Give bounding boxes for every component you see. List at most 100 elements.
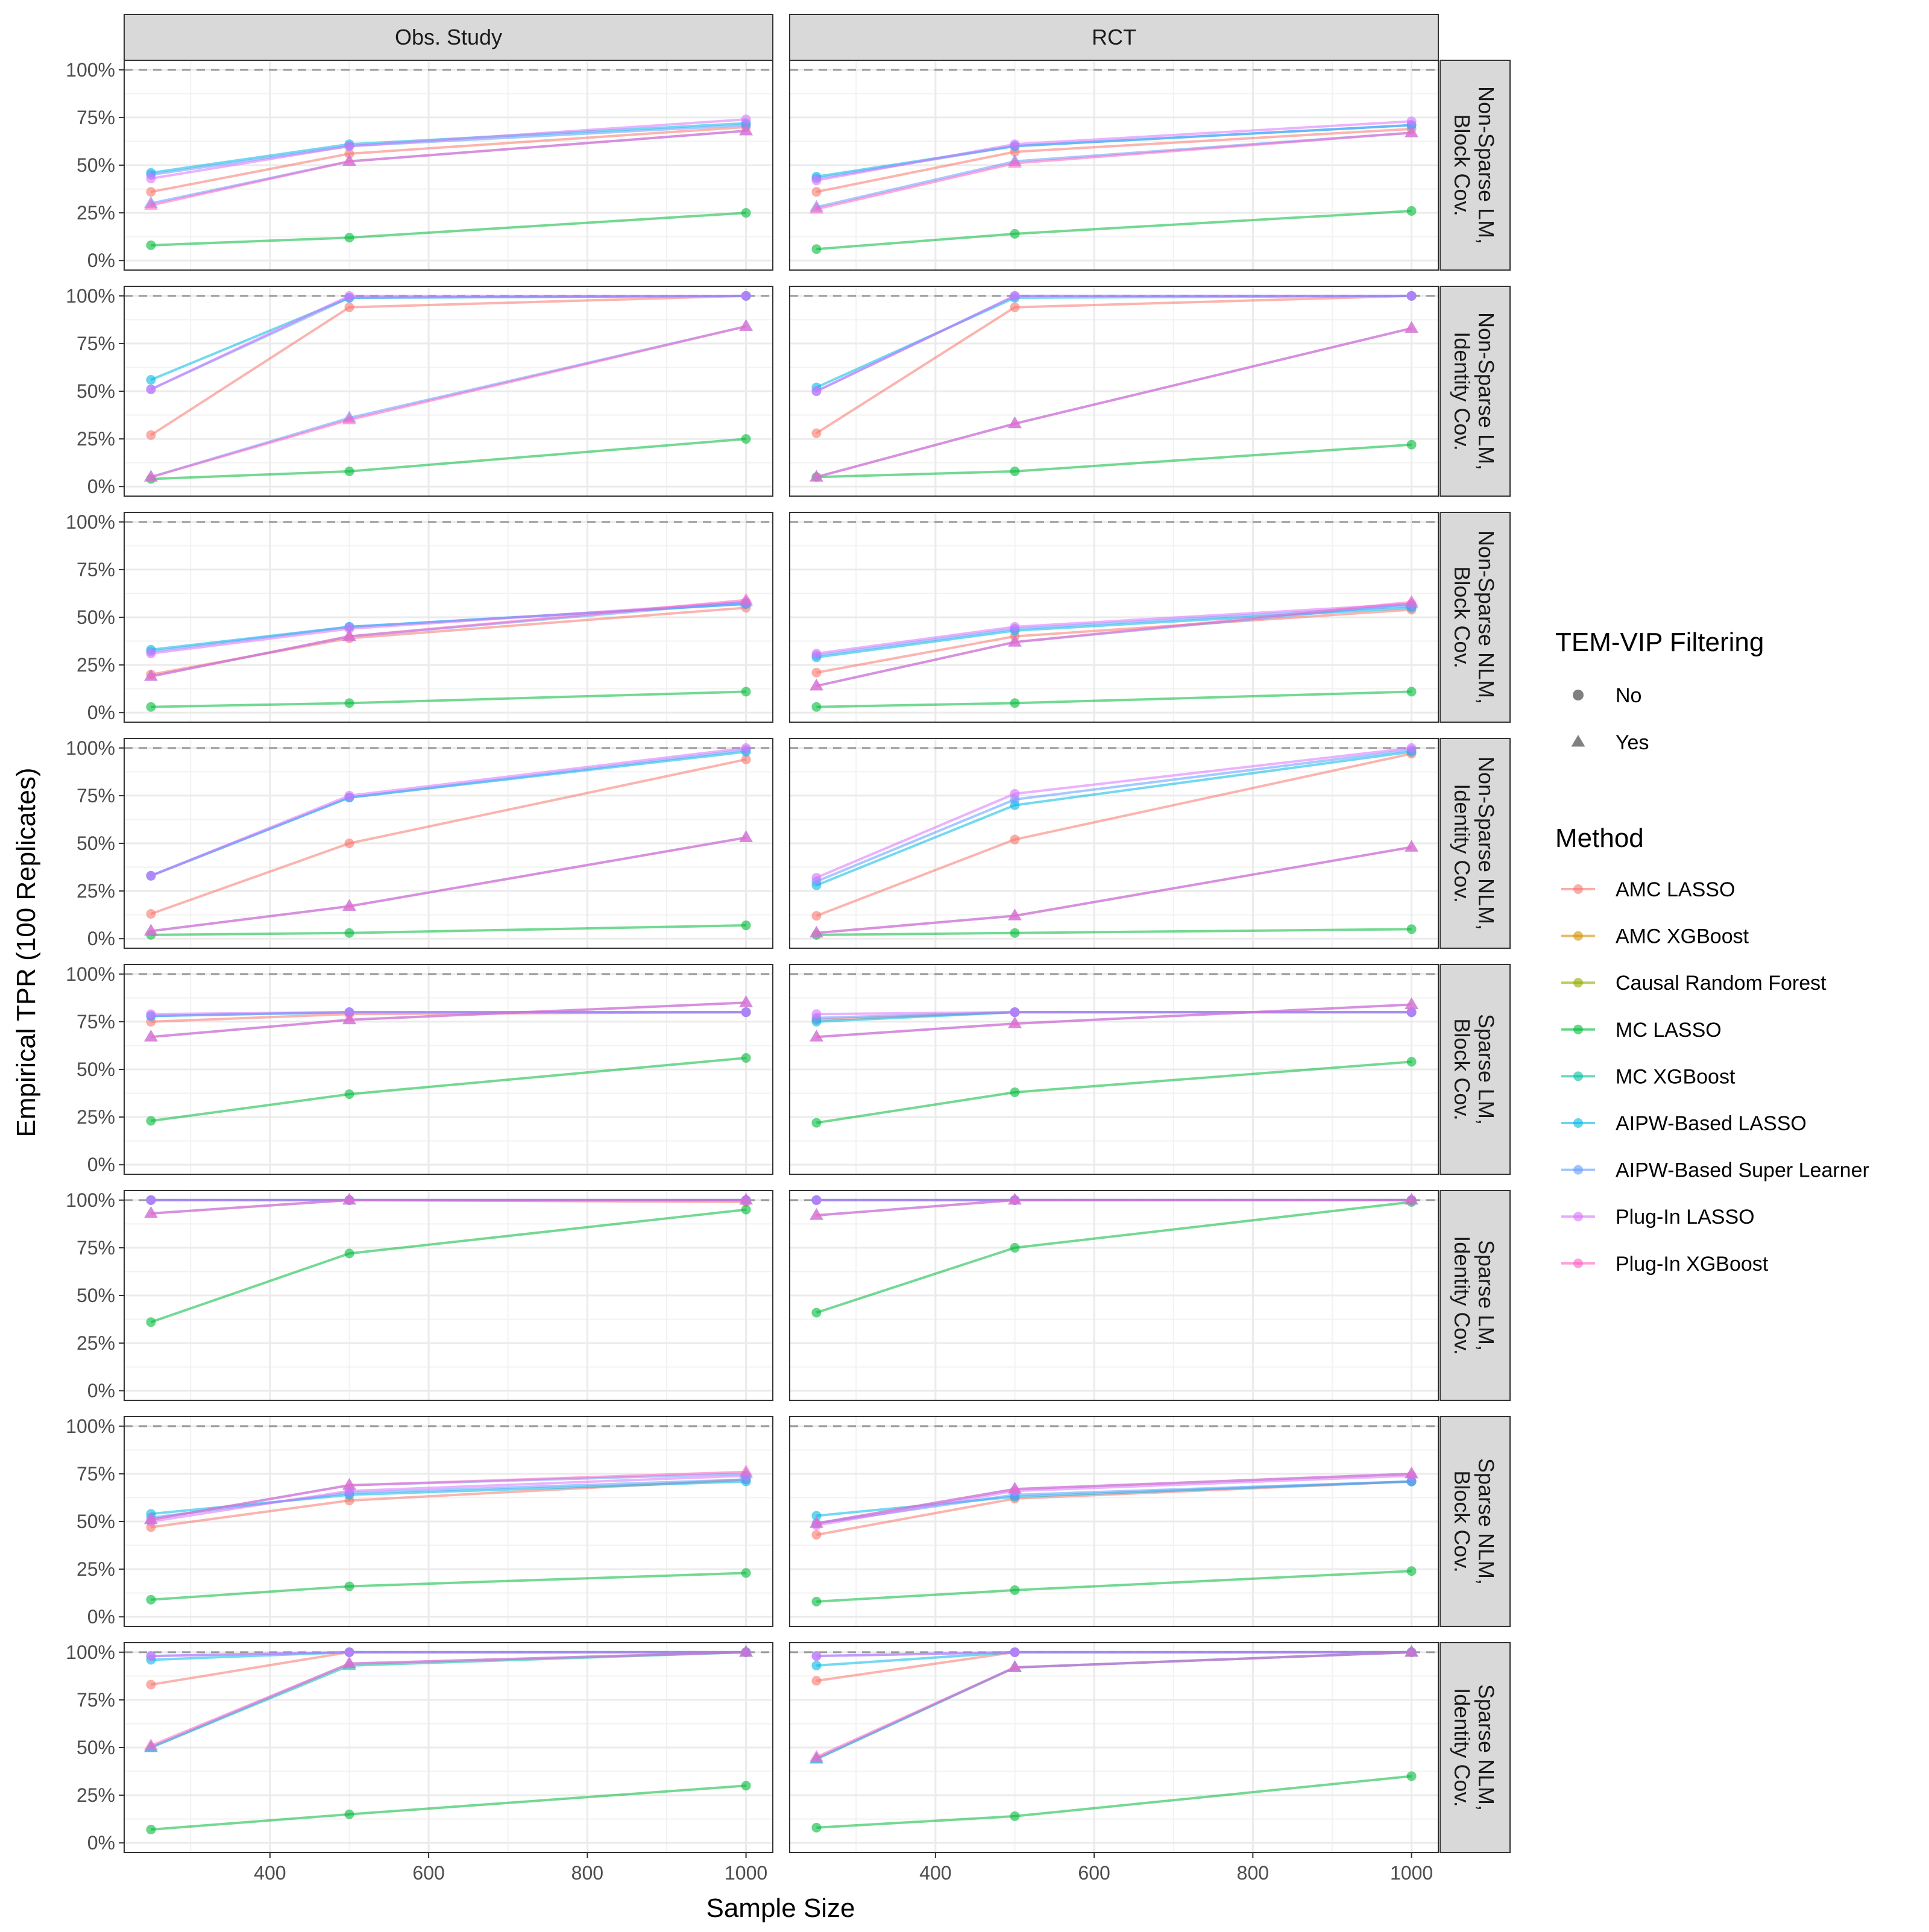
point-triangle-plugin_xgb [342,1656,356,1669]
point-circle-amc_lasso [811,187,822,197]
point-circle-mc_lasso [146,1594,156,1605]
y-tick-label: 0% [87,702,115,723]
legend-point-icon [1573,1165,1583,1175]
point-triangle-plugin_xgb [342,1012,356,1025]
x-tick-label: 800 [1237,1862,1269,1884]
point-circle-amc_lasso [146,1679,156,1690]
point-triangle-plugin_xgb [1008,1482,1022,1494]
x-tick-label: 800 [571,1862,603,1884]
row-strip-label: Non-Sparse LM,Block Cov. [1450,86,1499,244]
legend-point-icon [1573,1071,1583,1081]
y-tick-label: 75% [77,107,115,128]
point-circle-mc_lasso [811,702,822,712]
point-circle-plugin_lasso [811,1009,822,1019]
row-strip-line: Sparse NLM, [1474,1458,1499,1585]
point-circle-plugin_lasso [344,141,354,151]
axes-layer: Sample Size Empirical TPR (100 Replicate… [11,768,855,1923]
point-circle-amc_lasso [811,667,822,678]
panel-r7-c0: 0% 25% 50% 75% 100% 400 600 800 1000 [66,1641,773,1884]
point-circle-plugin_lasso [344,291,354,301]
y-tick-label: 75% [77,1011,115,1033]
point-triangle-plugin_xgb [739,1644,753,1657]
point-triangle-plugin_xgb [810,470,823,482]
point-triangle-plugin_xgb [810,1749,823,1762]
legend-method-plugin_xgb: Plug-In XGBoost [1561,1253,1769,1276]
point-triangle-plugin_xgb [144,1738,158,1751]
row-strip-label: Sparse NLM,Identity Cov. [1450,1684,1499,1811]
y-tick-label: 75% [77,333,115,354]
point-circle-mc_lasso [344,1248,354,1259]
point-circle-plugin_lasso [146,1195,156,1205]
legend-method-label: MC XGBoost [1616,1065,1735,1088]
point-circle-mc_lasso [344,698,354,708]
legend-point-icon [1573,1212,1583,1222]
legend-filter-item-no: No [1573,684,1641,707]
point-circle-plugin_lasso [811,1195,822,1205]
point-circle-plugin_lasso [811,872,822,883]
point-circle-plugin_lasso [1010,1647,1020,1657]
point-circle-amc_lasso [1010,302,1020,312]
row-strip-line: Block Cov. [1450,114,1474,216]
x-tick-label: 1000 [1390,1862,1433,1884]
panel-r0-c0: 0% 25% 50% 75% 100% [66,59,773,271]
row-strip-line: Non-Sparse NLM, [1474,530,1499,704]
panel-r7-c1: 400 600 800 1000 [789,1642,1439,1884]
y-tick-label: 0% [87,1154,115,1175]
point-circle-mc_lasso [741,1204,751,1215]
point-circle-amc_lasso [344,839,354,848]
point-circle-plugin_lasso [1406,743,1417,753]
point-circle-mc_lasso [741,434,751,444]
row-strip-label: Non-Sparse LM,Identity Cov. [1450,312,1499,470]
legend-point-icon [1573,978,1583,988]
point-circle-amc_lasso [811,1676,822,1686]
point-circle-plugin_lasso [146,870,156,881]
row-strip-box [1440,738,1511,949]
point-triangle-plugin_xgb [342,1192,356,1205]
row-strip-6: Sparse NLM,Block Cov. [1440,1416,1511,1627]
y-tick-label: 25% [77,1558,115,1580]
row-strip-line: Block Cov. [1450,1018,1474,1120]
point-triangle-plugin_xgb [144,198,158,210]
row-strip-label: Non-Sparse NLM,Identity Cov. [1450,757,1499,930]
point-triangle-plugin_xgb [1008,416,1022,429]
x-axis-title: Sample Size [706,1893,855,1923]
row-strip-line: Identity Cov. [1450,784,1474,902]
point-circle-plugin_lasso [146,174,156,184]
column-strip-0: Obs. Study [124,14,773,61]
y-tick-label: 50% [77,1059,115,1080]
point-circle-aipw_lasso [811,1511,822,1521]
point-circle-plugin_lasso [344,623,354,634]
point-circle-plugin_lasso [1406,116,1417,127]
point-triangle-plugin_xgb [1008,1016,1022,1028]
legend-method-label: AIPW-Based LASSO [1616,1112,1807,1135]
point-circle-plugin_lasso [146,384,156,394]
panel-r4-c0: 0% 25% 50% 75% 100% [66,963,773,1175]
row-strip-3: Non-Sparse NLM,Identity Cov. [1440,738,1511,949]
y-tick-label: 0% [87,1832,115,1854]
point-circle-plugin_lasso [1010,1007,1020,1018]
y-tick-label: 50% [77,154,115,176]
point-triangle-plugin_xgb [342,412,356,424]
point-triangle-plugin_xgb [144,924,158,936]
point-circle-mc_lasso [811,1307,822,1318]
row-strip-box [1440,60,1511,271]
point-triangle-plugin_xgb [1405,840,1418,852]
point-circle-plugin_lasso [1010,139,1020,149]
row-strip-line: Non-Sparse LM, [1474,86,1499,244]
point-circle-mc_lasso [1406,924,1417,934]
column-strip-1: RCT [789,14,1439,61]
row-strip-label: Sparse NLM,Block Cov. [1450,1458,1499,1585]
point-circle-amc_lasso [146,187,156,197]
row-strip-line: Sparse LM, [1474,1014,1499,1125]
panel-border [789,1642,1439,1853]
point-circle-plugin_lasso [1010,621,1020,632]
panel-border [789,286,1439,497]
legend-method-label: Causal Random Forest [1616,972,1827,995]
legend-point-icon [1573,1024,1583,1034]
point-circle-amc_lasso [344,149,354,159]
legend-circle-icon [1573,690,1584,700]
panel-r3-c1 [789,738,1439,949]
row-strip-line: Sparse LM, [1474,1240,1499,1351]
